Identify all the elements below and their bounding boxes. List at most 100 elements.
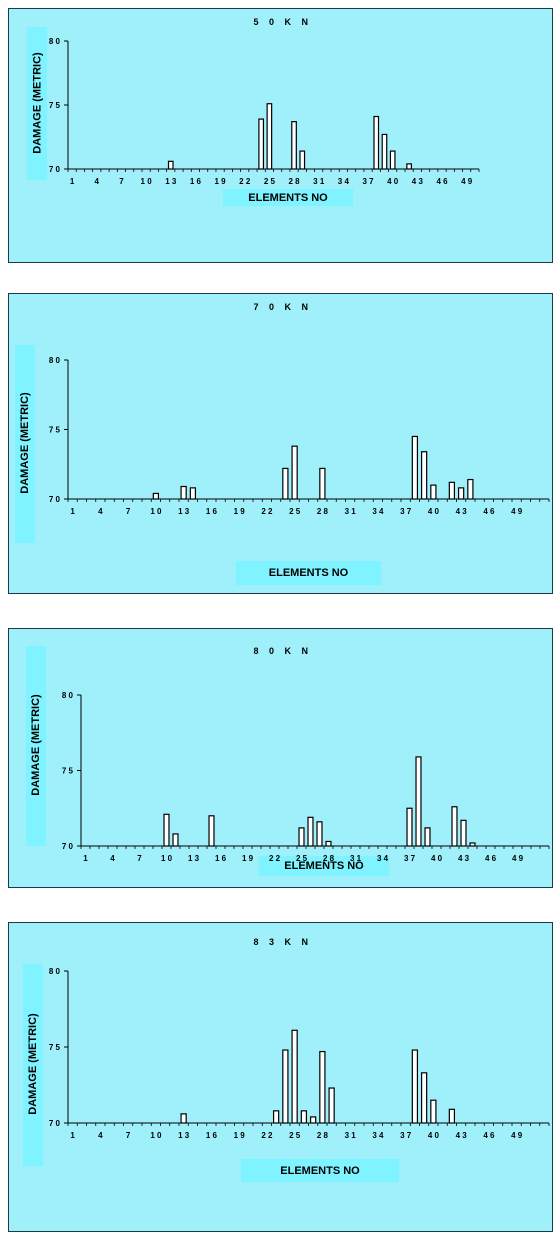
x-tick-label: 1 xyxy=(70,177,75,186)
bar-element-24 xyxy=(282,467,289,500)
bar-element-10 xyxy=(152,492,160,500)
x-tick-label: 4 6 xyxy=(483,1131,495,1140)
chart-title: 7 0 K N xyxy=(253,302,313,312)
bar-element-42 xyxy=(406,163,412,170)
bar-element-38 xyxy=(411,1049,419,1124)
chart-plot: 8 0 7 5 7 0 1 4 7 1 0 1 3 1 6 1 9 2 2 2 5 2 8 3 1 3 4 3… xyxy=(49,37,480,186)
bar-element-25 xyxy=(298,827,305,847)
x-tick-label: 2 8 xyxy=(317,507,329,516)
bar-element-38 xyxy=(415,756,422,847)
bar-element-29 xyxy=(299,150,306,170)
x-tick-label: 3 4 xyxy=(372,507,384,516)
bar-element-10 xyxy=(163,813,170,847)
x-tick-label: 7 xyxy=(137,854,142,863)
x-tick-label: 4 3 xyxy=(412,177,424,186)
x-tick-label: 1 3 xyxy=(178,1131,190,1140)
x-tick-label: 3 4 xyxy=(372,1131,384,1140)
x-tick-label: 3 4 xyxy=(377,854,389,863)
bar-element-24 xyxy=(282,1049,289,1124)
bar-element-26 xyxy=(307,816,314,847)
bar-element-25 xyxy=(291,445,298,500)
bar-element-28 xyxy=(319,467,326,500)
y-tick-label: 8 0 xyxy=(62,691,74,700)
bar-element-39 xyxy=(381,133,388,170)
y-tick-label: 7 5 xyxy=(49,101,61,110)
x-tick-label: 2 8 xyxy=(288,177,300,186)
x-tick-label: 2 5 xyxy=(264,177,276,186)
x-tick-label: 3 1 xyxy=(345,507,357,516)
y-tick-label: 8 0 xyxy=(49,356,61,365)
bar-element-13 xyxy=(167,160,174,170)
x-tick-label: 4 6 xyxy=(483,507,495,516)
bar-element-43 xyxy=(460,819,467,847)
bar-element-38 xyxy=(411,435,419,500)
x-tick-label: 1 9 xyxy=(234,1131,246,1140)
x-tick-label: 1 xyxy=(83,854,88,863)
bar-element-15 xyxy=(208,815,215,847)
y-axis-label-box xyxy=(26,646,46,846)
bar-element-44 xyxy=(469,842,476,847)
x-tick-label: 2 5 xyxy=(289,507,301,516)
x-tick-label: 4 0 xyxy=(431,854,443,863)
bar-element-27 xyxy=(316,821,323,847)
y-tick-label: 7 0 xyxy=(49,1119,61,1128)
y-axis-label-box xyxy=(27,27,47,180)
x-tick-label: 1 3 xyxy=(165,177,177,186)
bar-element-26 xyxy=(300,1110,308,1124)
chart-title: 5 0 K N xyxy=(253,17,313,27)
x-tick-label: 3 7 xyxy=(400,507,412,516)
y-axis-label-box xyxy=(23,964,43,1166)
x-axis-label: ELEMENTS NO xyxy=(259,856,389,876)
x-tick-label: 4 xyxy=(98,507,103,516)
bar-element-13 xyxy=(180,1113,187,1124)
y-tick-label: 7 0 xyxy=(49,495,61,504)
bar-element-11 xyxy=(172,833,179,847)
chart-title: 8 0 K N xyxy=(253,646,313,656)
x-tick-label: 2 2 xyxy=(261,507,273,516)
x-tick-label: 1 xyxy=(70,507,75,516)
bar-element-39 xyxy=(424,827,431,847)
x-axis-label: ELEMENTS NO xyxy=(241,1159,399,1182)
bar-element-43 xyxy=(457,487,465,500)
x-tick-label: 2 5 xyxy=(289,1131,301,1140)
bar-element-28 xyxy=(325,840,332,847)
x-tick-label: 1 6 xyxy=(215,854,227,863)
bar-element-40 xyxy=(430,1099,437,1124)
y-tick-label: 7 5 xyxy=(62,767,74,776)
x-tick-label: 1 9 xyxy=(242,854,254,863)
y-tick-label: 7 5 xyxy=(49,1043,61,1052)
bar-element-38 xyxy=(373,115,380,170)
y-axis-label-box xyxy=(15,345,35,543)
x-tick-label: 4 xyxy=(110,854,115,863)
bar-element-39 xyxy=(420,451,428,500)
chart-plot: 8 0 7 5 7 0 1 4 7 1 0 1 3 1 6 1 9 2 2 2 5 2 8 3 1 3 4 3… xyxy=(62,691,550,863)
chart-plot: 8 0 7 5 7 0 1 4 7 1 0 1 3 1 6 1 9 2 2 2 5 2 8 3 1 3 4 3… xyxy=(49,356,550,516)
x-tick-label: 1 3 xyxy=(188,854,200,863)
x-tick-label: 4 9 xyxy=(461,177,473,186)
x-tick-label: 3 7 xyxy=(404,854,416,863)
x-tick-label: 1 0 xyxy=(141,177,153,186)
x-tick-label: 4 6 xyxy=(436,177,448,186)
x-tick-label: 3 4 xyxy=(338,177,350,186)
chart-plot: 8 0 7 5 7 0 1 4 7 1 0 1 3 1 6 1 9 2 2 2 5 2 8 3 1 3 4 3… xyxy=(49,967,550,1140)
x-tick-label: 4 3 xyxy=(456,1131,468,1140)
x-tick-label: 2 8 xyxy=(323,854,335,863)
bar-element-28 xyxy=(291,121,297,170)
x-tick-label: 1 0 xyxy=(161,854,173,863)
x-tick-label: 1 9 xyxy=(234,507,246,516)
x-tick-label: 4 0 xyxy=(428,507,440,516)
y-tick-label: 7 5 xyxy=(49,426,61,435)
bar-element-40 xyxy=(430,484,437,500)
bar-element-39 xyxy=(420,1072,428,1124)
y-tick-label: 8 0 xyxy=(49,37,61,46)
x-tick-label: 3 1 xyxy=(313,177,325,186)
x-tick-label: 3 7 xyxy=(400,1131,412,1140)
x-tick-label: 2 8 xyxy=(317,1131,329,1140)
bar-element-42 xyxy=(448,1108,456,1124)
bar-element-29 xyxy=(328,1087,335,1124)
x-tick-label: 4 xyxy=(95,177,100,186)
